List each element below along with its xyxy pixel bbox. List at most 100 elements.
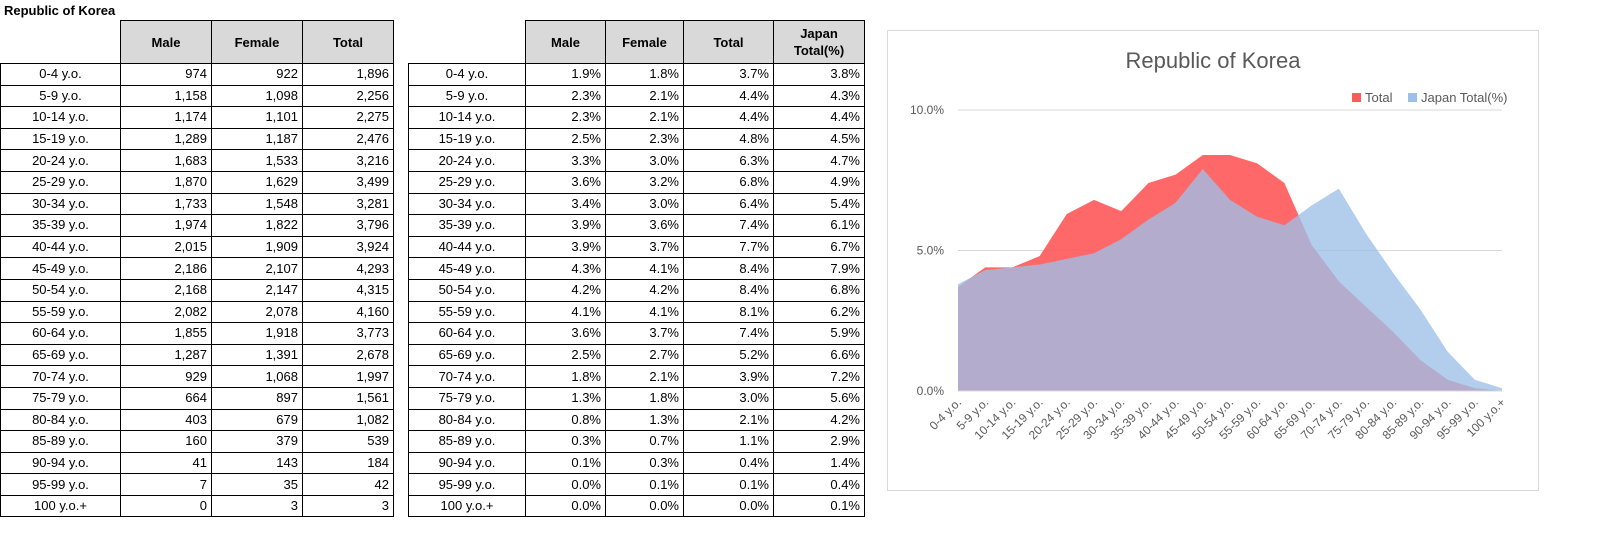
total-cell: 1,561 [302,386,394,410]
male-cell: 2.3% [525,106,606,129]
japan-cell: 5.9% [773,322,865,345]
male-cell: 0.8% [525,408,606,432]
table-row: 15-19 y.o. 1,289 1,187 2,476 [0,127,394,151]
female-cell: 0.3% [605,451,684,475]
table-row: 95-99 y.o. 0.0% 0.1% 0.1% 0.4% [408,473,865,496]
age-group-cell: 0-4 y.o. [408,63,526,86]
age-group-cell: 100 y.o.+ [0,494,121,518]
header-japan-total-pct: Japan Total(%) [773,20,865,64]
table-row: 0-4 y.o. 1.9% 1.8% 3.7% 3.8% [408,63,865,86]
female-cell: 1,098 [211,84,303,108]
age-group-cell: 5-9 y.o. [408,84,526,108]
header-male: Male [120,20,212,64]
age-group-cell: 75-79 y.o. [0,386,121,410]
age-group-cell: 45-49 y.o. [408,257,526,280]
male-cell: 1,174 [120,106,212,129]
male-cell: 160 [120,430,212,453]
table-row: 50-54 y.o. 4.2% 4.2% 8.4% 6.8% [408,278,865,302]
legend-label-japan-total: Japan Total(%) [1421,90,1507,105]
table-row: 75-79 y.o. 1.3% 1.8% 3.0% 5.6% [408,386,865,410]
total-cell: 539 [302,430,394,453]
table-row: 65-69 y.o. 2.5% 2.7% 5.2% 6.6% [408,343,865,367]
male-cell: 1,870 [120,170,212,194]
male-cell: 2,015 [120,235,212,259]
table-row: 20-24 y.o. 3.3% 3.0% 6.3% 4.7% [408,149,865,172]
japan-cell: 4.9% [773,170,865,194]
age-group-cell: 90-94 y.o. [408,451,526,475]
male-cell: 7 [120,473,212,496]
male-cell: 1,287 [120,343,212,367]
table-row: 75-79 y.o. 664 897 1,561 [0,386,394,410]
total-cell: 5.2% [683,343,774,367]
female-cell: 3.6% [605,214,684,237]
age-group-cell: 10-14 y.o. [408,106,526,129]
age-group-cell: 30-34 y.o. [0,192,121,216]
counts-header-row: Male Female Total [0,20,394,64]
male-cell: 1,158 [120,84,212,108]
japan-cell: 6.7% [773,235,865,259]
female-cell: 1,391 [211,343,303,367]
female-cell: 1.3% [605,408,684,432]
y-tick-label: 5.0% [917,244,945,258]
female-cell: 922 [211,63,303,86]
table-row: 100 y.o.+ 0 3 3 [0,494,394,518]
age-group-cell: 60-64 y.o. [0,322,121,345]
table-row: 100 y.o.+ 0.0% 0.0% 0.0% 0.1% [408,494,865,518]
male-cell: 2.5% [525,343,606,367]
age-group-cell: 20-24 y.o. [408,149,526,172]
female-cell: 897 [211,386,303,410]
female-cell: 2.1% [605,106,684,129]
age-group-cell: 85-89 y.o. [0,430,121,453]
total-cell: 7.4% [683,214,774,237]
japan-cell: 5.6% [773,386,865,410]
table-row: 90-94 y.o. 41 143 184 [0,451,394,475]
male-cell: 403 [120,408,212,432]
table-row: 55-59 y.o. 2,082 2,078 4,160 [0,300,394,324]
female-cell: 2.1% [605,84,684,108]
male-cell: 1,855 [120,322,212,345]
japan-cell: 1.4% [773,451,865,475]
male-cell: 3.4% [525,192,606,216]
female-cell: 2.1% [605,365,684,388]
male-cell: 3.3% [525,149,606,172]
total-cell: 3.9% [683,365,774,388]
japan-cell: 7.9% [773,257,865,280]
age-group-cell: 75-79 y.o. [408,386,526,410]
male-cell: 4.1% [525,300,606,324]
age-group-cell: 35-39 y.o. [408,214,526,237]
table-row: 35-39 y.o. 3.9% 3.6% 7.4% 6.1% [408,214,865,237]
age-group-cell: 45-49 y.o. [0,257,121,280]
male-cell: 0.0% [525,494,606,518]
japan-cell: 4.5% [773,127,865,151]
japan-cell: 6.1% [773,214,865,237]
age-group-cell: 70-74 y.o. [0,365,121,388]
total-cell: 1,997 [302,365,394,388]
table-row: 85-89 y.o. 160 379 539 [0,430,394,453]
female-cell: 1,187 [211,127,303,151]
male-cell: 3.6% [525,322,606,345]
table-row: 70-74 y.o. 1.8% 2.1% 3.9% 7.2% [408,365,865,388]
counts-table: Male Female Total 0-4 y.o. 974 922 1,896 5-9… [0,20,394,518]
table-row: 30-34 y.o. 3.4% 3.0% 6.4% 5.4% [408,192,865,216]
age-group-cell: 95-99 y.o. [408,473,526,496]
header-total: Total [302,20,394,64]
total-cell: 1,082 [302,408,394,432]
female-cell: 3.2% [605,170,684,194]
female-cell: 1,068 [211,365,303,388]
table-row: 60-64 y.o. 3.6% 3.7% 7.4% 5.9% [408,322,865,345]
total-cell: 3.7% [683,63,774,86]
male-cell: 664 [120,386,212,410]
total-cell: 3,281 [302,192,394,216]
female-cell: 3.7% [605,235,684,259]
total-cell: 3.0% [683,386,774,410]
sheet-title: Republic of Korea [4,3,116,18]
table-row: 40-44 y.o. 3.9% 3.7% 7.7% 6.7% [408,235,865,259]
female-cell: 4.1% [605,257,684,280]
age-group-cell: 65-69 y.o. [0,343,121,367]
age-group-cell: 65-69 y.o. [408,343,526,367]
age-group-cell: 80-84 y.o. [408,408,526,432]
female-cell: 1,918 [211,322,303,345]
total-cell: 3 [302,494,394,518]
chart-svg: Republic of Korea 0.0%5.0%10.0% 0-4 y.o.… [910,48,1508,442]
age-group-cell: 40-44 y.o. [0,235,121,259]
